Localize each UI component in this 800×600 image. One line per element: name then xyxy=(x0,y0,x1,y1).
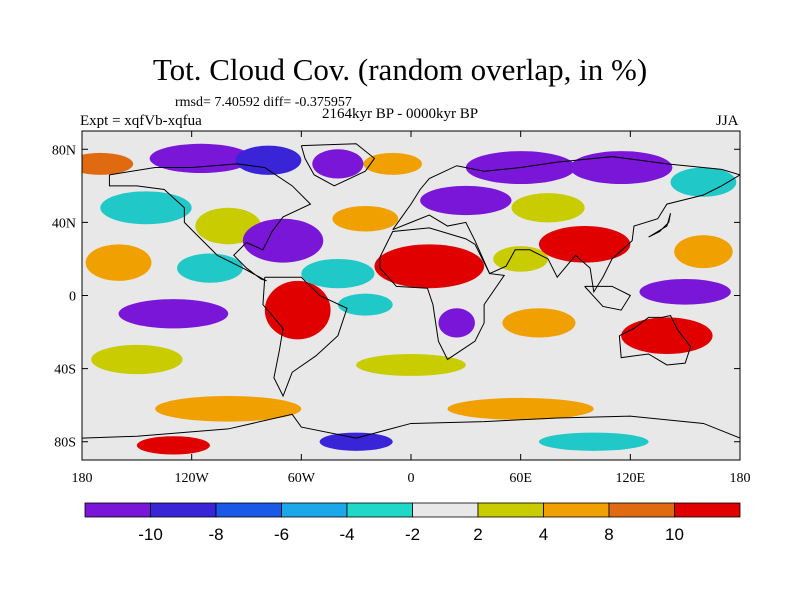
colorbar-swatch-2 xyxy=(215,502,282,518)
colorbar: -10 -8 -6 -4 -2 2 4 8 10 xyxy=(84,502,741,544)
latitude-axis: 80N 40N 0 40S 80S xyxy=(52,143,740,451)
lon-tick-label-3: 0 xyxy=(408,471,415,486)
anomaly-region-4 xyxy=(363,152,422,175)
anomaly-region-19 xyxy=(538,226,631,263)
colorbar-label-0: -10 xyxy=(138,525,163,544)
coastline-3 xyxy=(379,227,506,361)
colorbar-swatch-1 xyxy=(150,502,217,518)
anomaly-region-30 xyxy=(155,396,302,422)
colorbar-swatch-9 xyxy=(674,502,741,518)
lat-tick-label-3: 40S xyxy=(54,363,76,378)
anomaly-region-11 xyxy=(420,185,512,216)
anomaly-region-3 xyxy=(312,149,364,179)
anomaly-region-0 xyxy=(82,152,134,175)
anomaly-region-27 xyxy=(621,317,713,354)
lon-tick-label-6: 180 xyxy=(730,471,751,486)
anomaly-region-15 xyxy=(242,218,324,263)
colorbar-swatch-6 xyxy=(477,502,544,518)
colorbar-swatch-0 xyxy=(84,502,151,518)
time-period-label: 2164kyr BP - 0000kyr BP xyxy=(322,106,479,122)
experiment-label: Expt = xqfVb-xqfua xyxy=(80,113,202,129)
coastline-5 xyxy=(300,143,376,187)
anomaly-region-31 xyxy=(447,397,594,420)
anomaly-region-14 xyxy=(177,253,243,283)
coastline-0 xyxy=(108,163,312,282)
anomaly-region-22 xyxy=(264,280,331,340)
lon-tick-label-4: 60E xyxy=(509,471,532,486)
colorbar-swatch-5 xyxy=(412,502,479,518)
colorbar-label-8: 10 xyxy=(665,525,684,544)
coastline-1 xyxy=(262,276,348,398)
anomaly-region-7 xyxy=(670,167,737,197)
anomaly-region-8 xyxy=(100,191,192,225)
anomaly-region-32 xyxy=(136,436,210,455)
anomaly-region-28 xyxy=(91,344,183,375)
anomaly-region-17 xyxy=(374,244,485,289)
anomaly-region-33 xyxy=(319,432,393,451)
lat-tick-label-2: 0 xyxy=(69,290,76,305)
longitude-axis: 180 120W 60W 0 60E 120E 180 xyxy=(72,131,751,486)
colorbar-label-2: -6 xyxy=(274,525,289,544)
coastline-7 xyxy=(584,285,632,311)
anomaly-region-1 xyxy=(149,143,252,174)
anomaly-region-29 xyxy=(356,353,466,376)
season-label: JJA xyxy=(716,113,739,129)
colorbar-label-7: 8 xyxy=(604,525,613,544)
colorbar-swatch-3 xyxy=(281,502,348,518)
lat-tick-label-0: 80N xyxy=(52,143,76,158)
lon-tick-label-1: 120W xyxy=(175,471,210,486)
plot-title: Tot. Cloud Cov. (random overlap, in %) xyxy=(152,52,648,87)
anomaly-region-20 xyxy=(674,235,733,269)
anomaly-region-13 xyxy=(85,244,152,281)
coastline-8 xyxy=(648,213,672,238)
anomaly-region-26 xyxy=(639,279,731,305)
lat-tick-label-1: 40N xyxy=(52,216,76,231)
anomaly-region-12 xyxy=(511,193,585,223)
anomaly-region-25 xyxy=(502,308,576,338)
cloud-anomaly-field xyxy=(82,143,737,455)
colorbar-label-6: 4 xyxy=(539,525,548,544)
coastline-6 xyxy=(82,413,740,439)
rmsd-diff-stats: rmsd= 7.40592 diff= -0.375957 xyxy=(175,95,352,110)
anomaly-region-23 xyxy=(337,293,393,316)
anomaly-region-34 xyxy=(538,432,649,451)
lat-tick-label-4: 80S xyxy=(54,436,76,451)
anomaly-region-24 xyxy=(438,308,475,338)
anomaly-region-21 xyxy=(118,299,229,329)
coastlines xyxy=(82,143,740,439)
lon-tick-label-5: 120E xyxy=(616,471,646,486)
lon-tick-label-2: 60W xyxy=(288,471,316,486)
colorbar-label-4: -2 xyxy=(405,525,420,544)
coastline-4 xyxy=(618,315,692,366)
lon-tick-label-0: 180 xyxy=(72,471,93,486)
colorbar-label-1: -8 xyxy=(208,525,223,544)
anomaly-region-16 xyxy=(301,258,375,289)
colorbar-label-3: -4 xyxy=(339,525,354,544)
anomaly-region-10 xyxy=(332,205,399,232)
anomaly-region-2 xyxy=(235,145,302,175)
colorbar-label-5: 2 xyxy=(473,525,482,544)
colorbar-swatch-8 xyxy=(608,502,675,518)
colorbar-swatch-4 xyxy=(346,502,413,518)
colorbar-swatch-7 xyxy=(543,502,610,518)
anomaly-region-6 xyxy=(570,151,673,185)
